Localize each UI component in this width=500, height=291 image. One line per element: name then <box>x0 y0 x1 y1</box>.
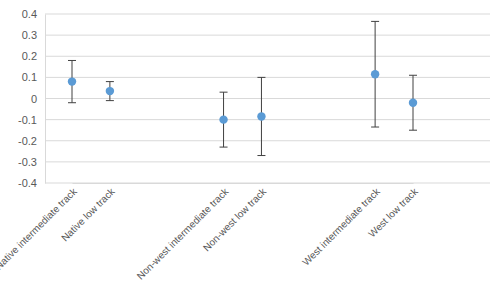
y-tick: 0.4 <box>22 8 45 20</box>
error-bar <box>409 75 417 130</box>
y-tick: 0 <box>31 93 45 105</box>
grid-line <box>45 14 490 15</box>
y-tick-label: 0.1 <box>22 71 37 83</box>
y-tick: -0.4 <box>18 177 45 189</box>
point <box>257 112 265 120</box>
x-tick: Non-west low track <box>201 183 269 253</box>
point <box>409 99 417 107</box>
y-tick-label: -0.1 <box>18 114 37 126</box>
point <box>219 115 227 123</box>
y-tick: 0.3 <box>22 29 45 41</box>
grid-line <box>45 98 490 99</box>
grid-line <box>45 77 490 78</box>
x-tick: Native low track <box>59 183 117 244</box>
y-tick: -0.1 <box>18 114 45 126</box>
grid-line <box>45 56 490 57</box>
point <box>106 87 114 95</box>
y-tick-label: -0.4 <box>18 177 37 189</box>
error-bar-cap <box>106 100 114 101</box>
y-tick-label: -0.2 <box>18 135 37 147</box>
grid-line <box>45 161 490 162</box>
y-tick: 0.2 <box>22 50 45 62</box>
error-bar-cap <box>409 75 417 76</box>
y-tick-label: 0 <box>31 93 37 105</box>
x-tick-label: Non-west low track <box>201 185 269 253</box>
y-tick: -0.3 <box>18 156 45 168</box>
y-axis: -0.4 -0.3 -0.2 -0.1 0 0.1 0.2 0.3 0.4 <box>18 8 45 189</box>
point <box>68 77 76 85</box>
x-tick-label: West low track <box>366 185 420 239</box>
x-tick: West low track <box>366 183 420 239</box>
grid <box>45 14 490 183</box>
error-bar <box>106 82 114 101</box>
grid-line <box>45 35 490 36</box>
error-bar <box>220 92 228 147</box>
marks <box>68 21 417 155</box>
error-bar-cap <box>68 60 76 61</box>
grid-line <box>45 119 490 120</box>
y-axis-line <box>45 15 46 184</box>
error-bar <box>68 60 76 102</box>
grid-line <box>45 183 490 184</box>
error-bar-cap <box>68 102 76 103</box>
y-tick-label: 0.3 <box>22 29 37 41</box>
y-tick-label: 0.4 <box>22 8 37 20</box>
y-tick-label: 0.2 <box>22 50 37 62</box>
grid-line <box>45 140 490 141</box>
error-bar-cap <box>371 21 379 22</box>
chart: -0.4 -0.3 -0.2 -0.1 0 0.1 0.2 0.3 0.4 Native inte… <box>0 0 500 291</box>
x-tick-label: Native low track <box>59 185 117 243</box>
y-tick-label: -0.3 <box>18 156 37 168</box>
error-bar-cap <box>257 155 265 156</box>
point <box>371 70 379 78</box>
error-bar <box>371 21 379 127</box>
y-tick: -0.2 <box>18 135 45 147</box>
x-axis-line <box>73 183 414 184</box>
error-bar-cap <box>220 92 228 93</box>
error-bar-cap <box>106 81 114 82</box>
error-bar-cap <box>409 130 417 131</box>
error-bar <box>257 77 265 155</box>
x-axis: Native intermediate trackNative low trac… <box>0 183 421 282</box>
x-tick: West intermediate track <box>300 183 383 268</box>
error-bar-cap <box>220 147 228 148</box>
error-bar-cap <box>257 77 265 78</box>
error-bar-cap <box>371 127 379 128</box>
y-tick: 0.1 <box>22 71 45 83</box>
